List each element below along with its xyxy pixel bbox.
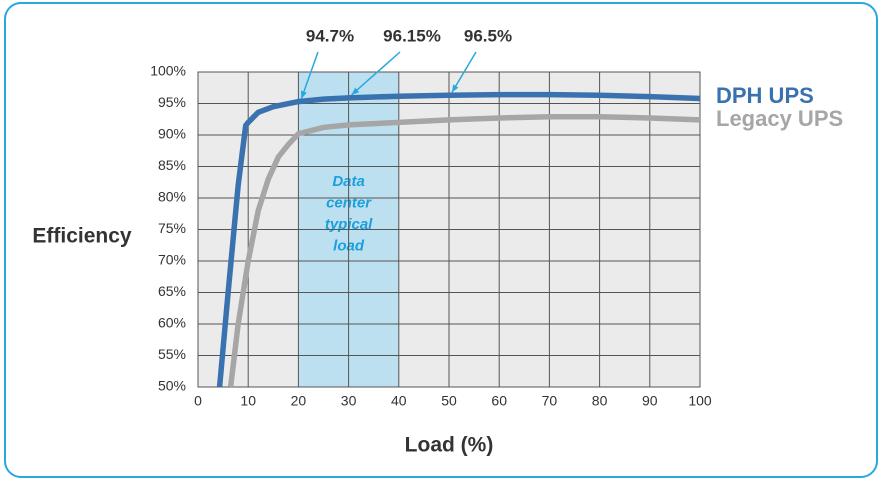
x-tick-label: 10	[240, 393, 256, 409]
x-tick-label: 70	[542, 393, 558, 409]
x-tick-label: 50	[441, 393, 457, 409]
y-tick-label: 95%	[158, 94, 186, 110]
arrow-head	[452, 84, 459, 93]
plot-border	[197, 71, 701, 388]
y-tick-label: 100%	[150, 63, 186, 79]
annotation-label: 94.7%	[306, 26, 354, 45]
x-axis-title: Load (%)	[405, 434, 494, 457]
series-line	[216, 91, 701, 387]
annotation-arrow	[300, 51, 319, 99]
x-tick-label: 0	[194, 393, 202, 409]
legend-label: DPH UPS	[716, 83, 814, 108]
x-tick-label: 80	[592, 393, 608, 409]
y-tick-label: 65%	[158, 283, 186, 299]
x-tick-label: 100	[688, 393, 712, 409]
legend-label: Legacy UPS	[716, 106, 843, 131]
x-tick-label: 40	[391, 393, 407, 409]
y-tick-label: 85%	[158, 157, 186, 173]
x-tick-label: 60	[491, 393, 507, 409]
y-tick-label: 55%	[158, 346, 186, 362]
y-tick-label: 80%	[158, 189, 186, 205]
x-tick-label: 90	[642, 393, 658, 409]
y-tick-label: 70%	[158, 252, 186, 268]
annotation-arrow	[451, 51, 477, 93]
annotation-label: 96.5%	[464, 26, 512, 45]
annotation-arrow	[351, 51, 401, 96]
y-tick-label: 60%	[158, 315, 186, 331]
y-tick-label: 90%	[158, 126, 186, 142]
x-tick-label: 30	[341, 393, 357, 409]
arrow-head	[351, 87, 360, 95]
shade-label: center	[326, 194, 372, 211]
annotation-label: 96.15%	[383, 26, 441, 45]
arrow-head	[300, 90, 307, 99]
y-tick-label: 75%	[158, 220, 186, 236]
series-line	[227, 113, 701, 387]
y-axis-title: Efficiency	[32, 225, 132, 248]
x-tick-label: 20	[291, 393, 307, 409]
y-tick-label: 50%	[158, 378, 186, 394]
